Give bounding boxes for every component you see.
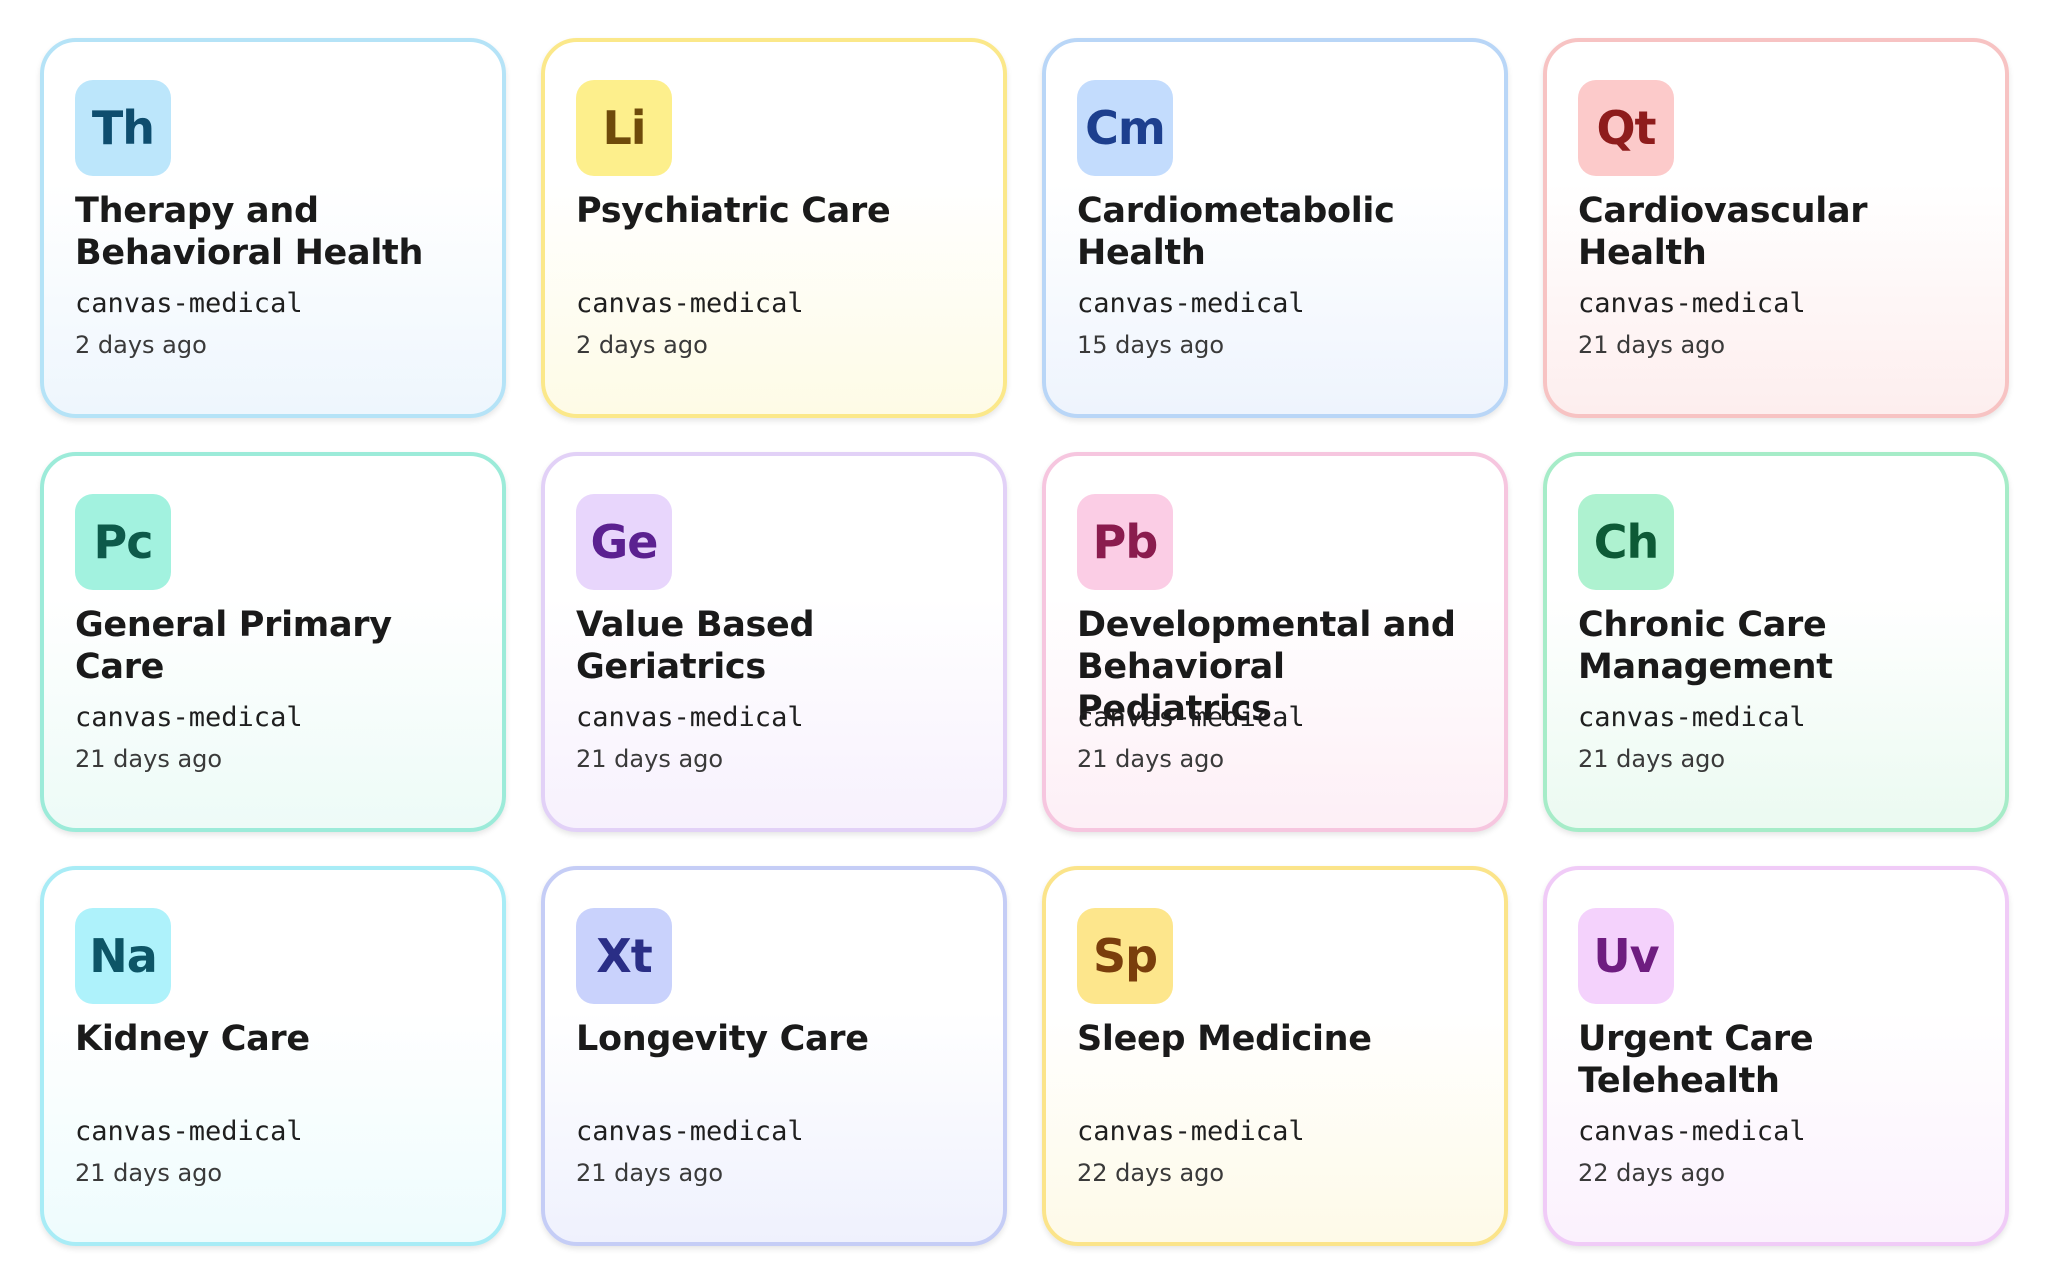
project-updated: 21 days ago [1578, 745, 1726, 773]
project-updated: 21 days ago [576, 1159, 724, 1187]
project-title: Developmental and Behavioral Pediatrics [1077, 605, 1456, 729]
project-title: Sleep Medicine [1077, 1019, 1372, 1059]
project-title: Cardiovascular Health [1578, 191, 1868, 273]
project-card[interactable]: Li Psychiatric Care canvas-medical 2 day… [541, 38, 1007, 418]
project-title: Psychiatric Care [576, 191, 891, 231]
project-card-grid: Th Therapy and Behavioral Health canvas-… [40, 38, 2009, 1246]
project-badge: Ch [1578, 494, 1674, 590]
project-badge: Xt [576, 908, 672, 1004]
project-title: General Primary Care [75, 605, 392, 687]
project-owner: canvas-medical [1077, 1116, 1305, 1147]
project-owner: canvas-medical [1578, 1116, 1806, 1147]
project-updated: 21 days ago [1578, 331, 1726, 359]
project-badge: Pc [75, 494, 171, 590]
project-title: Kidney Care [75, 1019, 310, 1059]
project-badge: Pb [1077, 494, 1173, 590]
project-title: Longevity Care [576, 1019, 869, 1059]
project-owner: canvas-medical [576, 1116, 804, 1147]
project-updated: 21 days ago [1077, 745, 1225, 773]
project-owner: canvas-medical [75, 288, 303, 319]
project-updated: 2 days ago [75, 331, 207, 359]
project-card[interactable]: Qt Cardiovascular Health canvas-medical … [1543, 38, 2009, 418]
project-owner: canvas-medical [75, 702, 303, 733]
project-card[interactable]: Sp Sleep Medicine canvas-medical 22 days… [1042, 866, 1508, 1246]
project-updated: 21 days ago [75, 745, 223, 773]
project-badge: Th [75, 80, 171, 176]
project-title: Cardiometabolic Health [1077, 191, 1395, 273]
project-card[interactable]: Ch Chronic Care Management canvas-medica… [1543, 452, 2009, 832]
project-card[interactable]: Th Therapy and Behavioral Health canvas-… [40, 38, 506, 418]
project-card[interactable]: Cm Cardiometabolic Health canvas-medical… [1042, 38, 1508, 418]
project-card[interactable]: Xt Longevity Care canvas-medical 21 days… [541, 866, 1007, 1246]
project-owner: canvas-medical [1578, 702, 1806, 733]
project-badge: Sp [1077, 908, 1173, 1004]
project-card[interactable]: Na Kidney Care canvas-medical 21 days ag… [40, 866, 506, 1246]
project-title: Therapy and Behavioral Health [75, 191, 424, 273]
project-badge: Na [75, 908, 171, 1004]
project-card[interactable]: Pc General Primary Care canvas-medical 2… [40, 452, 506, 832]
project-card[interactable]: Pb Developmental and Behavioral Pediatri… [1042, 452, 1508, 832]
project-owner: canvas-medical [1578, 288, 1806, 319]
project-owner: canvas-medical [576, 702, 804, 733]
project-owner: canvas-medical [576, 288, 804, 319]
project-badge: Uv [1578, 908, 1674, 1004]
project-card[interactable]: Ge Value Based Geriatrics canvas-medical… [541, 452, 1007, 832]
project-updated: 22 days ago [1077, 1159, 1225, 1187]
project-title: Chronic Care Management [1578, 605, 1833, 687]
project-badge: Ge [576, 494, 672, 590]
project-badge: Li [576, 80, 672, 176]
project-updated: 21 days ago [576, 745, 724, 773]
project-updated: 15 days ago [1077, 331, 1225, 359]
project-title: Urgent Care Telehealth [1578, 1019, 1814, 1101]
project-updated: 2 days ago [576, 331, 708, 359]
project-badge: Cm [1077, 80, 1173, 176]
project-owner: canvas-medical [75, 1116, 303, 1147]
project-owner: canvas-medical [1077, 288, 1305, 319]
project-card[interactable]: Uv Urgent Care Telehealth canvas-medical… [1543, 866, 2009, 1246]
project-updated: 21 days ago [75, 1159, 223, 1187]
project-owner: canvas-medical [1077, 702, 1305, 733]
project-updated: 22 days ago [1578, 1159, 1726, 1187]
project-badge: Qt [1578, 80, 1674, 176]
project-title: Value Based Geriatrics [576, 605, 815, 687]
